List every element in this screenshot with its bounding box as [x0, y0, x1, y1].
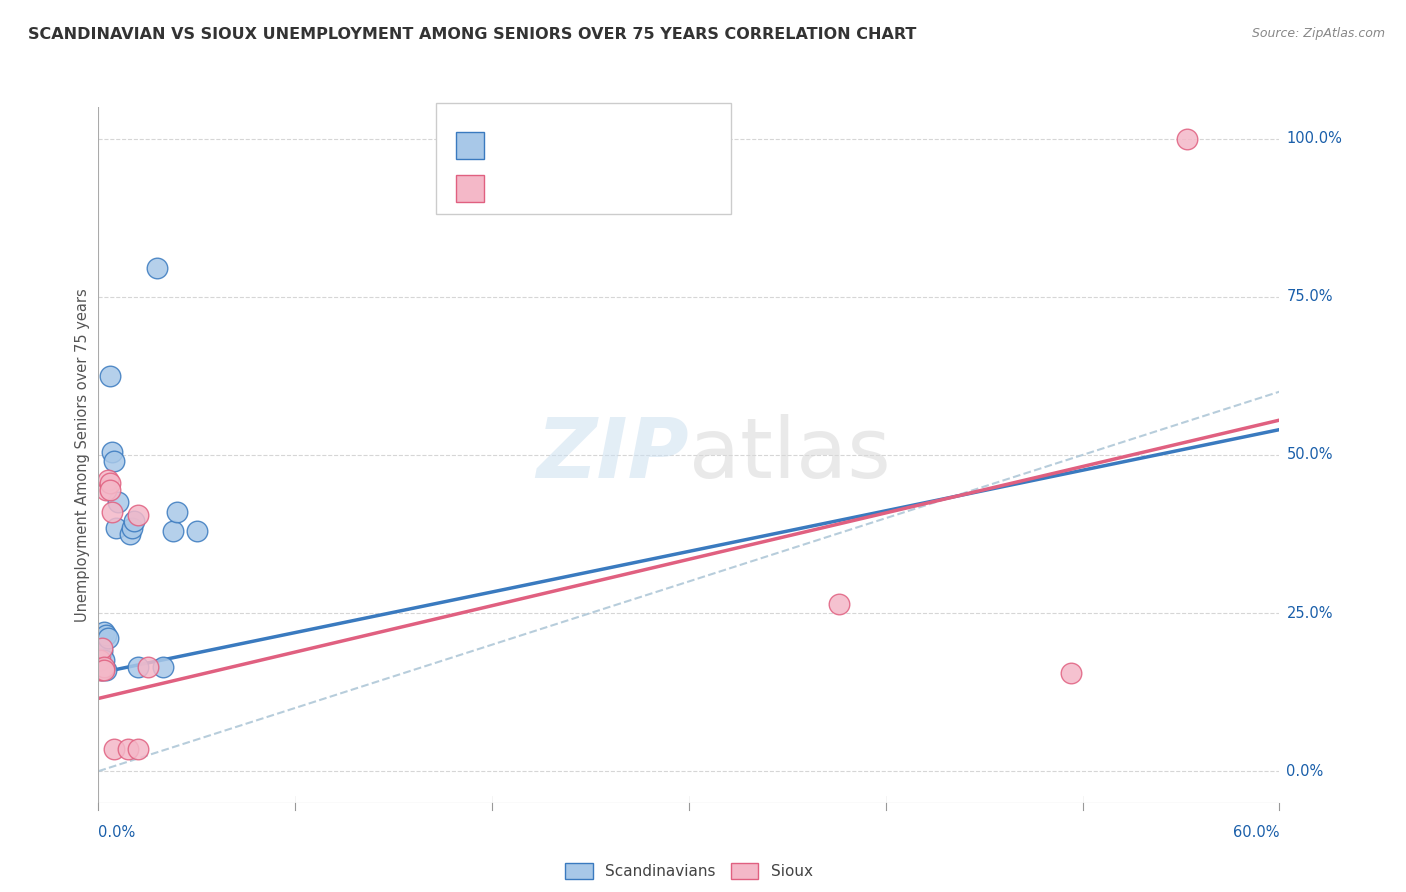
Text: Source: ZipAtlas.com: Source: ZipAtlas.com	[1251, 27, 1385, 40]
Text: 100.0%: 100.0%	[1286, 131, 1343, 146]
Point	[97, 632, 120, 646]
Point	[97, 473, 120, 487]
Point	[122, 514, 145, 528]
Point	[105, 521, 128, 535]
Point	[101, 444, 124, 458]
Text: N =: N =	[576, 178, 613, 196]
Point	[117, 742, 139, 756]
Point	[93, 663, 115, 677]
Text: 0.0%: 0.0%	[98, 825, 135, 840]
Point	[91, 663, 114, 677]
Y-axis label: Unemployment Among Seniors over 75 years: Unemployment Among Seniors over 75 years	[75, 288, 90, 622]
Text: 18: 18	[607, 136, 630, 153]
Point	[96, 628, 118, 642]
Text: SCANDINAVIAN VS SIOUX UNEMPLOYMENT AMONG SENIORS OVER 75 YEARS CORRELATION CHART: SCANDINAVIAN VS SIOUX UNEMPLOYMENT AMONG…	[28, 27, 917, 42]
Point	[136, 660, 159, 674]
Point	[186, 524, 208, 538]
Point	[93, 625, 115, 640]
Point	[127, 660, 149, 674]
Text: 75.0%: 75.0%	[1286, 289, 1333, 304]
Text: 14: 14	[607, 178, 630, 196]
Point	[166, 505, 188, 519]
Point	[98, 368, 121, 383]
Text: 50.0%: 50.0%	[1286, 448, 1333, 462]
Text: 60.0%: 60.0%	[1233, 825, 1279, 840]
Text: R =: R =	[492, 178, 529, 196]
Point	[98, 483, 121, 497]
Point	[127, 508, 149, 522]
Text: 0.430: 0.430	[520, 136, 572, 153]
Text: ZIP: ZIP	[536, 415, 689, 495]
Point	[93, 653, 115, 667]
Text: 0.0%: 0.0%	[1286, 764, 1323, 779]
Point	[121, 521, 143, 535]
Point	[1060, 666, 1083, 681]
Point	[118, 527, 141, 541]
Text: R =: R =	[492, 136, 529, 153]
Point	[1175, 131, 1198, 145]
Point	[89, 632, 111, 646]
Point	[103, 742, 125, 756]
Point	[91, 644, 114, 658]
Point	[827, 597, 849, 611]
Point	[91, 640, 114, 655]
Point	[146, 261, 169, 276]
Point	[103, 454, 125, 468]
Point	[91, 663, 114, 677]
Point	[107, 495, 129, 509]
Point	[89, 653, 111, 667]
Point	[96, 663, 118, 677]
Point	[101, 505, 124, 519]
Point	[89, 647, 111, 661]
Point	[93, 660, 115, 674]
Point	[127, 742, 149, 756]
Point	[162, 524, 184, 538]
Text: N =: N =	[576, 136, 613, 153]
Point	[98, 476, 121, 491]
Text: 0.573: 0.573	[520, 178, 572, 196]
Text: 25.0%: 25.0%	[1286, 606, 1333, 621]
Point	[96, 483, 118, 497]
Point	[152, 660, 174, 674]
Legend: Scandinavians, Sioux: Scandinavians, Sioux	[560, 856, 818, 886]
Point	[89, 663, 111, 677]
Text: atlas: atlas	[689, 415, 890, 495]
